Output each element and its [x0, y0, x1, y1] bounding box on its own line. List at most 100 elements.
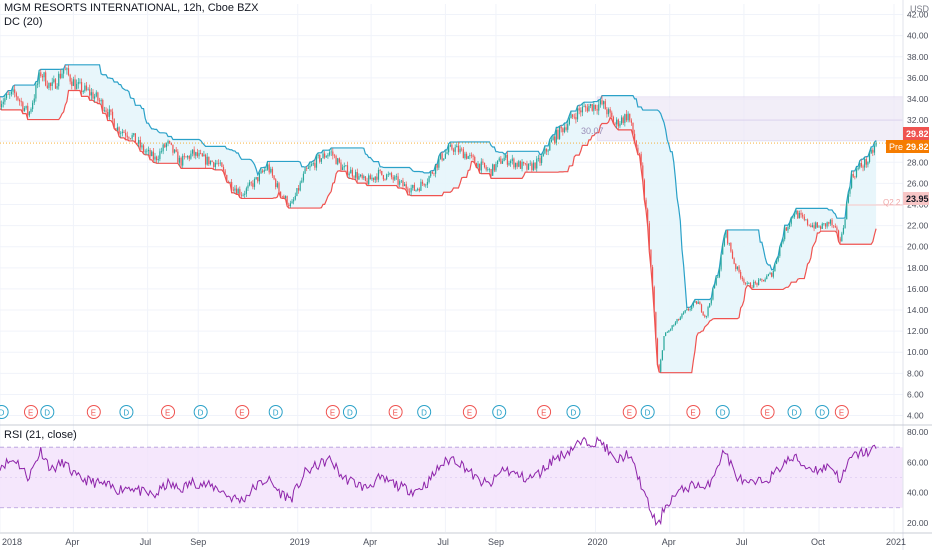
- candle-body: [542, 153, 544, 157]
- candle-body: [231, 182, 233, 190]
- candle-body: [76, 83, 78, 90]
- candle-body: [203, 154, 205, 157]
- candle-body: [129, 138, 132, 139]
- candle-body: [320, 158, 322, 162]
- event-marker-label: E: [467, 409, 472, 418]
- candle-body: [271, 168, 274, 176]
- candle-body: [730, 243, 732, 252]
- candle-body: [328, 152, 331, 155]
- candle-body: [64, 69, 66, 71]
- candle-body: [322, 153, 324, 159]
- candle-body: [622, 117, 624, 123]
- candle-body: [242, 194, 244, 196]
- candle-body: [545, 148, 548, 152]
- candle-body: [741, 277, 743, 280]
- candle-body: [790, 217, 792, 224]
- dividend-marker: [119, 405, 134, 419]
- candle-body: [312, 163, 314, 165]
- candle-body: [297, 188, 300, 191]
- earnings-marker: [161, 405, 176, 419]
- candle-body: [833, 225, 835, 227]
- candle-body: [629, 113, 631, 121]
- candle-body: [395, 176, 398, 177]
- candle-body: [851, 174, 853, 188]
- candle-body: [379, 170, 381, 171]
- candle-body: [637, 147, 639, 154]
- candle-body: [387, 174, 389, 175]
- candle-body: [728, 243, 730, 244]
- candle-body: [779, 247, 781, 257]
- candle-body: [692, 302, 694, 307]
- candle-body: [864, 159, 866, 168]
- candle-body: [413, 184, 415, 191]
- candle-body: [756, 282, 758, 286]
- candle-body: [149, 149, 151, 156]
- candle-body: [338, 158, 340, 163]
- pre-market-bg: [886, 140, 929, 153]
- candle-body: [296, 188, 298, 196]
- candle-body: [820, 226, 822, 229]
- rsi-legend[interactable]: RSI (21, close): [4, 429, 77, 441]
- last-price-label: 29.82: [903, 127, 929, 140]
- candle-body: [459, 148, 461, 153]
- candle-body: [191, 149, 194, 154]
- candle-body: [301, 180, 303, 183]
- time-tick-label: Jul: [736, 537, 748, 547]
- candle-body: [71, 81, 73, 86]
- candle-body: [868, 153, 871, 162]
- candle-body: [443, 158, 445, 161]
- candle-body: [43, 72, 45, 78]
- candle-body: [260, 170, 262, 174]
- indicator-legend[interactable]: DC (20): [4, 16, 43, 28]
- level-price-label: 23.95: [903, 192, 929, 205]
- candle-body: [536, 158, 538, 169]
- candle-body: [56, 86, 58, 89]
- candle-body: [691, 306, 693, 310]
- candle-body: [736, 266, 739, 270]
- candle-body: [857, 167, 859, 170]
- candle-body: [598, 104, 600, 111]
- candle-body: [0, 101, 1, 108]
- candle-body: [407, 188, 409, 192]
- event-marker-label: D: [123, 409, 129, 418]
- candle-body: [828, 222, 830, 224]
- candle-body: [682, 312, 685, 314]
- price-lines: [0, 142, 903, 206]
- candle-body: [753, 281, 755, 288]
- symbol-legend[interactable]: MGM RESORTS INTERNATIONAL, 12h, Cboe BZX: [4, 2, 259, 14]
- level-price-bg: [903, 192, 929, 205]
- candle-body: [90, 92, 92, 96]
- candle-body: [619, 123, 621, 127]
- candle-body: [802, 214, 804, 217]
- candle-body: [665, 332, 667, 337]
- candle-body: [213, 162, 215, 168]
- candle-body: [787, 226, 789, 231]
- candle-body: [764, 279, 766, 282]
- rsi-line: [0, 435, 877, 527]
- candle-body: [679, 317, 681, 321]
- candle-body: [842, 227, 845, 234]
- candle-body: [382, 175, 384, 180]
- candle-body: [841, 233, 843, 242]
- candle-body: [498, 158, 500, 161]
- candle-body: [353, 176, 355, 178]
- candle-body: [340, 162, 342, 171]
- candle-body: [588, 106, 590, 112]
- event-marker-label: E: [627, 409, 632, 418]
- candle-body: [762, 279, 765, 282]
- candle-body: [27, 105, 29, 116]
- candle-body: [560, 126, 562, 129]
- candle-body: [669, 329, 672, 331]
- candle-body: [418, 188, 420, 191]
- candle-body: [116, 127, 119, 131]
- candle-body: [66, 68, 68, 70]
- candle-body: [722, 245, 724, 255]
- candle-body: [201, 153, 203, 157]
- event-marker-label: D: [347, 409, 353, 418]
- pre-market-tag: Pre: [889, 142, 903, 152]
- candle-body: [826, 222, 828, 227]
- candle-body: [573, 116, 575, 118]
- candle-body: [678, 319, 680, 321]
- candle-body: [684, 310, 686, 313]
